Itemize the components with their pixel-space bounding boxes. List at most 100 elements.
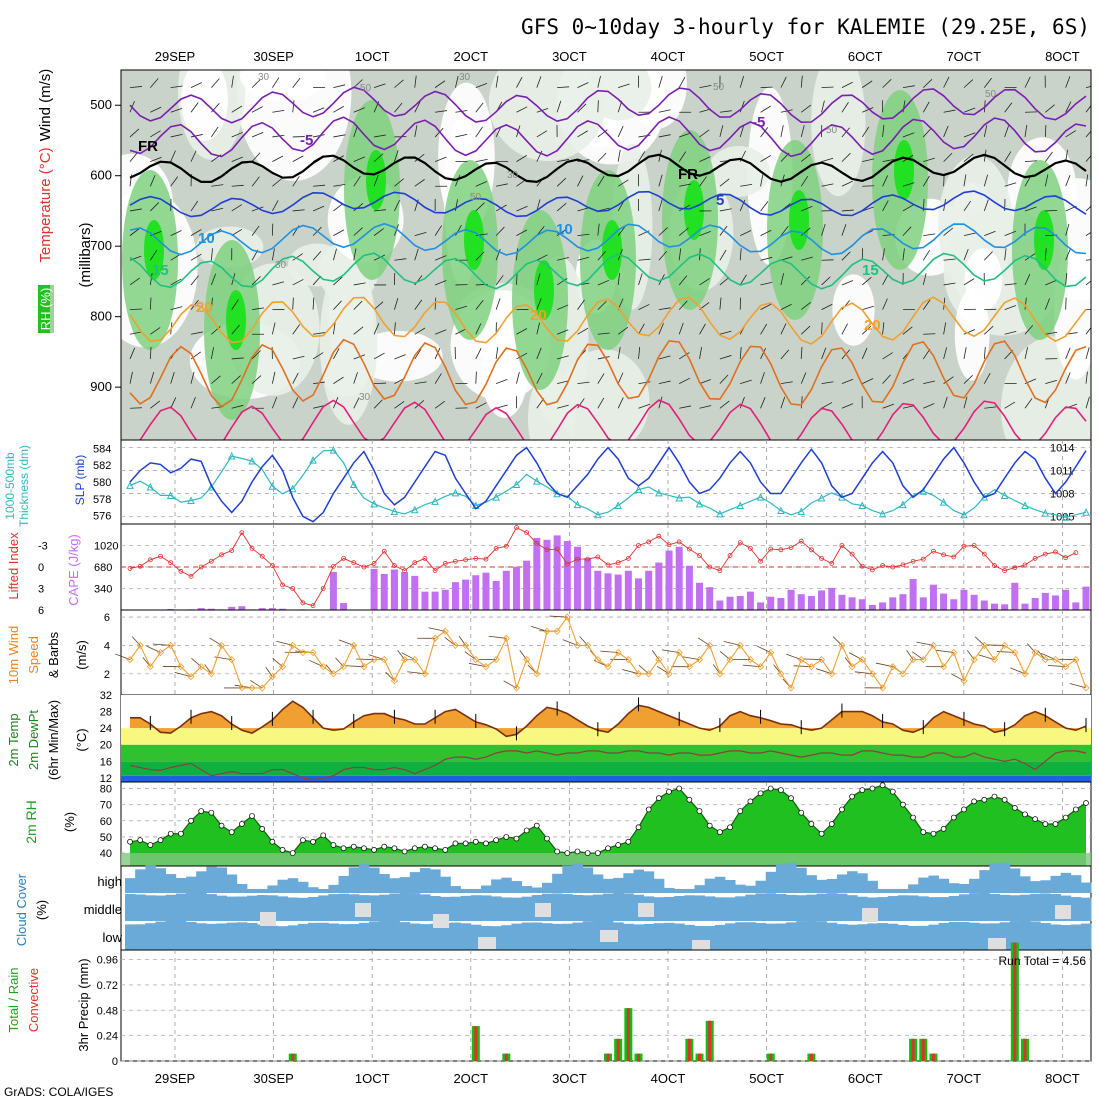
wind-barb — [882, 298, 888, 310]
cape-bar — [370, 568, 378, 610]
ylabel-cape: CAPE (J/kg) — [66, 534, 81, 606]
wind-barb — [1044, 298, 1050, 310]
wind-barb — [475, 158, 488, 163]
lifted-index-point — [849, 551, 855, 557]
cloud-cell — [969, 878, 980, 893]
cloud-cell — [440, 922, 451, 950]
wind-barb — [760, 323, 768, 335]
wind-barb — [699, 278, 710, 286]
wind-barb — [841, 152, 851, 162]
cloud-cell — [531, 887, 543, 893]
wind-speed-point — [533, 670, 541, 678]
wind-barb — [272, 155, 284, 162]
isotherm-label: 5 — [716, 192, 724, 209]
cloud-cell — [653, 923, 665, 950]
wind-barb — [678, 76, 686, 88]
wind-barb — [475, 299, 484, 310]
wind-barb — [923, 79, 933, 88]
cloud-cell — [125, 878, 136, 893]
chart-title: GFS 0~10day 3-hourly for KALEMIE (29.25E… — [521, 15, 1090, 39]
rh-tick-label: 80 — [100, 783, 112, 795]
wind-barb — [475, 348, 482, 360]
wind-barb — [800, 175, 809, 187]
rh-point — [940, 825, 947, 832]
cape-bar — [1062, 589, 1070, 610]
wind-barb — [1044, 174, 1049, 187]
wind-barb — [251, 206, 264, 212]
lifted-index-point — [381, 548, 387, 554]
rh-point — [920, 829, 927, 835]
lifted-index-point — [249, 545, 255, 551]
cloud-cell — [206, 866, 217, 893]
wind-barb — [455, 134, 468, 138]
wind-barb — [597, 223, 600, 236]
cloud-cell — [419, 868, 431, 893]
cloud-cell — [826, 922, 838, 950]
wind-barb — [638, 273, 643, 286]
wind-barb — [516, 328, 528, 335]
top-date-axis: 29SEP 30SEP 1OCT 2OCT 3OCT 4OCT 5OCT 6OCT 7OCT 8O… — [155, 49, 1080, 64]
lifted-index-point — [890, 564, 896, 570]
wind-speed-point — [462, 641, 470, 649]
wind-barb — [923, 233, 936, 237]
precip-tick-label: 0 — [112, 1056, 118, 1068]
cloud-cell — [592, 894, 604, 921]
rh-dry-patch — [558, 349, 650, 440]
cape-bar — [1011, 582, 1019, 610]
thickness-point — [492, 493, 500, 501]
rh-contour-label: 50 — [985, 89, 997, 100]
rh-point — [442, 846, 449, 853]
cloud-cell — [613, 877, 624, 893]
wind-barb — [638, 151, 646, 162]
rh-point — [961, 806, 967, 813]
cloud-cell — [521, 922, 533, 950]
cloud-cell — [958, 921, 970, 950]
wind-speed-point — [451, 641, 460, 649]
cloud-cell — [694, 885, 706, 893]
thickness-point — [878, 509, 887, 518]
cape-bar — [665, 550, 673, 610]
wind-barb — [719, 277, 730, 286]
wind-barb — [821, 303, 833, 310]
cloud-cell — [847, 924, 858, 950]
ylabel-convective: Convective — [26, 968, 41, 1032]
cloud-cell — [440, 896, 451, 921]
rh-point — [828, 821, 835, 827]
temp-line — [130, 700, 1087, 738]
wind-speed-point — [512, 684, 521, 692]
lifted-index-point — [1063, 555, 1069, 561]
wind-barb — [841, 280, 854, 286]
cloud-cell — [267, 885, 278, 893]
rh-point — [300, 837, 306, 844]
cloud-level-middle: middle — [84, 902, 122, 917]
cape-bar — [635, 578, 643, 610]
wind-barb — [719, 110, 732, 113]
wind-barb — [1024, 160, 1037, 163]
cloud-cell — [1030, 881, 1041, 893]
cloud-cell — [186, 876, 197, 893]
wind-barb — [495, 378, 508, 384]
cape-bar — [228, 606, 236, 610]
thickness-tick-label: 582 — [93, 460, 111, 472]
precip-tick-label: 0.72 — [97, 980, 118, 992]
date-label-bottom: 1OCT — [355, 1071, 390, 1086]
wind-barb — [312, 134, 325, 138]
precip-tick-label: 0.24 — [97, 1031, 118, 1043]
cape-bar — [726, 596, 734, 610]
rh-point — [371, 846, 377, 853]
cloud-gap — [638, 903, 654, 917]
wind-barb — [292, 176, 300, 187]
cloud-cell — [1050, 875, 1061, 893]
wind-barb — [922, 273, 927, 286]
wind-barb — [1024, 206, 1037, 212]
wind-barb — [882, 352, 893, 360]
cloud-cell — [969, 922, 980, 950]
thickness-point — [594, 510, 602, 519]
wind-barb — [557, 86, 570, 89]
wind-barb — [475, 371, 477, 384]
wind-barb — [943, 347, 948, 360]
wind-tick-label: 6 — [104, 612, 110, 624]
wind-barb — [902, 326, 913, 335]
cloud-cell — [1070, 924, 1082, 950]
wind-speed-point — [156, 648, 165, 657]
